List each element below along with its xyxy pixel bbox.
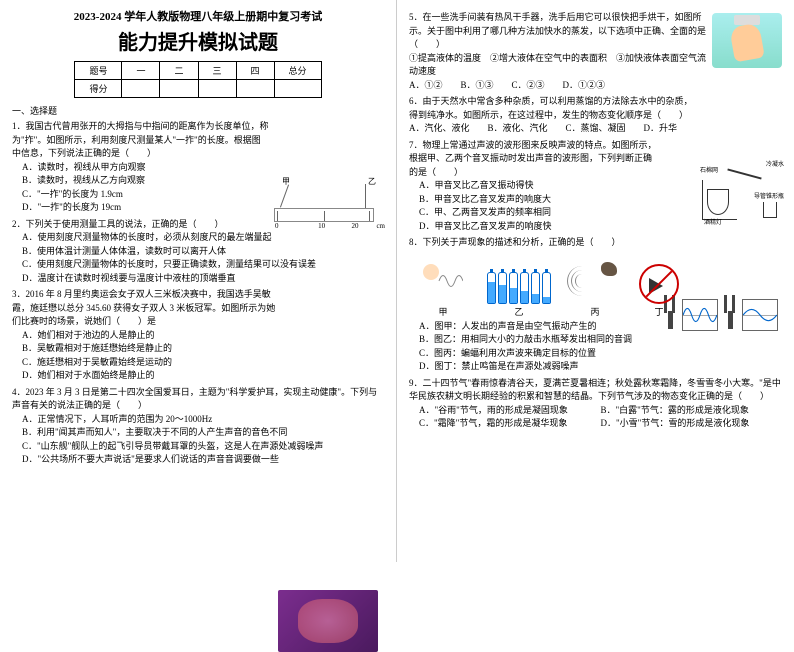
sight-line: [365, 184, 366, 208]
q5-opt-c: C．②③: [512, 79, 545, 93]
question-3: 3．2016 年 8 月里约奥运会女子双人三米板决赛中，我国选手吴敏霞，施廷懋以…: [12, 288, 384, 383]
question-6: 6．由于天然水中常含多种杂质，可以利用蒸馏的方法除去水中的杂质，得到纯净水。如图…: [409, 95, 782, 136]
q8-opt-c: C．图丙：蝙蝠利用次声波来确定目标的位置: [419, 347, 782, 361]
q6-opt-b: B．液化、汽化: [488, 122, 548, 136]
q4-opt-c: C．"山东舰"舰队上的起飞引导员带戴耳罩的头盔，这是人在声源处减弱噪声: [22, 440, 384, 454]
q3-opt-c: C．施廷懋相对于吴敏霞始终是运动的: [22, 356, 384, 370]
q7-opt-d: D．甲音叉比乙音叉发声的响度快: [419, 220, 658, 234]
q4-stem: 4．2023 年 3 月 3 日是第二十四次全国爱耳日，主题为"科学爱护耳，实现…: [12, 386, 384, 413]
score-col: 一: [122, 62, 160, 80]
label-jia: 甲: [282, 176, 290, 188]
fig-jia: 甲: [419, 260, 467, 320]
left-column: 2023-2024 学年人教版物理八年级上册期中复习考试 能力提升模拟试题 题号…: [0, 0, 397, 562]
question-1: 1．我国古代曾用张开的大拇指与中指间的距离作为长度单位，称为"拃"。如图所示，利…: [12, 120, 384, 215]
q7-opt-b: B．甲音叉比乙音叉发声的响度大: [419, 193, 658, 207]
score-table: 题号 一 二 三 四 总分 得分: [74, 61, 321, 98]
q3-opt-a: A．她们相对于池边的人是静止的: [22, 329, 384, 343]
fig-bing: 丙: [571, 260, 619, 320]
hand-dryer-figure: [712, 13, 782, 68]
q8-opt-d: D．图丁：禁止鸣笛是在声源处减弱噪声: [419, 360, 782, 374]
q5-items: ①提高液体的温度 ②增大液体在空气中的表面积 ③加快液体表面空气流动速度: [409, 52, 708, 79]
score-cell: [236, 80, 274, 98]
bat-icon: [601, 262, 617, 276]
q9-opt-d: D．"小雪"节气：雪的形成是液化现象: [601, 417, 783, 431]
q1-stem: 1．我国古代曾用张开的大拇指与中指间的距离作为长度单位，称为"拃"。如图所示，利…: [12, 120, 384, 161]
score-cell: [198, 80, 236, 98]
q8-stem: 8．下列关于声现象的描述和分析，正确的是（ ）: [409, 236, 782, 250]
q4-opt-b: B．利用"闻其声而知人"，主要取决于不同的人产生声音的音色不同: [22, 426, 384, 440]
q3-opt-b: B．吴敏霞相对于施廷懋始终是静止的: [22, 342, 384, 356]
q6-opt-d: D．升华: [644, 122, 678, 136]
label-ding: 丁: [654, 306, 663, 320]
q5-opt-d: D．①②③: [563, 79, 606, 93]
q8-opt-b: B．图乙：用相同大小的力敲击水瓶琴发出相同的音调: [419, 333, 782, 347]
fig-ding: 丁: [639, 264, 679, 320]
hand-icon: [729, 23, 765, 63]
q3-opt-d: D．她们相对于水面始终是静止的: [22, 369, 384, 383]
score-cell: [122, 80, 160, 98]
exam-title: 能力提升模拟试题: [12, 26, 384, 55]
label-jia: 甲: [438, 306, 447, 320]
q8-opt-a: A．图甲：人发出的声音是由空气振动产生的: [419, 320, 782, 334]
q5-stem: 5．在一些洗手间装有热风干手器，洗手后用它可以很快把手烘干，如图所示。关于图中利…: [409, 11, 708, 52]
q6-stem: 6．由于天然水中常含多种杂质，可以利用蒸馏的方法除去水中的杂质，得到纯净水。如图…: [409, 95, 698, 122]
question-9: 9．二十四节气"春雨惊春清谷天，夏满芒夏暑相连；秋处露秋寒霜降，冬雪雪冬小大寒。…: [409, 377, 782, 431]
score-row-label: 题号: [75, 62, 122, 80]
q2-stem: 2．下列关于使用测量工具的说法，正确的是（ ）: [12, 218, 384, 232]
score-cell: [160, 80, 198, 98]
section-1-label: 一、选择题: [12, 104, 384, 117]
q4-opt-d: D．"公共场所不要大声说话"是要求人们说话的声音音调要做一些: [22, 453, 384, 467]
dryer-icon: [734, 15, 760, 25]
q5-opt-a: A．①②: [409, 79, 443, 93]
q8-figures: 甲 乙 丙: [409, 252, 689, 320]
question-2: 2．下列关于使用测量工具的说法，正确的是（ ） A．使用刻度尺测量物体的长度时，…: [12, 218, 384, 286]
q4-opt-a: A．正常情况下，人耳听声的范围为 20～1000Hz: [22, 413, 384, 427]
question-5: 5．在一些洗手间装有热风干手器，洗手后用它可以很快把手烘干，如图所示。关于图中利…: [409, 11, 782, 92]
score-col: 四: [236, 62, 274, 80]
score-label: 得分: [75, 80, 122, 98]
score-col: 二: [160, 62, 198, 80]
fig-yi: 乙: [487, 272, 551, 320]
q9-opt-c: C．"霜降"节气，霜的形成是凝华现象: [419, 417, 601, 431]
sound-wave-icon: [437, 268, 463, 294]
q9-opt-b: B．"白露"节气：露的形成是液化现象: [601, 404, 783, 418]
right-column: 5．在一些洗手间装有热风干手器，洗手后用它可以很快把手烘干，如图所示。关于图中利…: [397, 0, 794, 562]
exam-subtitle: 2023-2024 学年人教版物理八年级上册期中复习考试: [12, 8, 384, 24]
question-7: 7．物理上常通过声波的波形图来反映声波的特点。如图所示，根据甲、乙两个音叉振动时…: [409, 139, 782, 234]
score-cell: [274, 80, 321, 98]
score-col: 三: [198, 62, 236, 80]
label-yi: 乙: [368, 176, 376, 188]
header: 2023-2024 学年人教版物理八年级上册期中复习考试 能力提升模拟试题: [12, 8, 384, 55]
q7-stem: 7．物理上常通过声波的波形图来反映声波的特点。如图所示，根据甲、乙两个音叉振动时…: [409, 139, 658, 180]
q6-opt-c: C．蒸馏、凝固: [566, 122, 626, 136]
q2-opt-a: A．使用刻度尺测量物体的长度时，必须从刻度尺的最左端量起: [22, 231, 384, 245]
q2-opt-d: D．温度计在读数时视线要与温度计中液柱的顶端垂直: [22, 272, 384, 286]
label-yi: 乙: [514, 306, 523, 320]
q7-opt-a: A．甲音叉比乙音叉振动得快: [419, 179, 658, 193]
question-8: 8．下列关于声现象的描述和分析，正确的是（ ） 甲 乙: [409, 236, 782, 374]
q2-opt-b: B．使用体温计测量人体体温，读数时可以离开人体: [22, 245, 384, 259]
label-bing: 丙: [590, 306, 599, 320]
q6-opt-a: A．汽化、液化: [409, 122, 470, 136]
no-horn-icon: [639, 264, 679, 304]
q7-opt-c: C．甲、乙两音叉发声的频率相同: [419, 206, 658, 220]
q2-opt-c: C．使用刻度尺测量物体的长度时，只要正确读数，测量结果可以没有误差: [22, 258, 384, 272]
q1-opt-a: A．读数时，视线从甲方向观察: [22, 161, 384, 175]
q9-stem: 9．二十四节气"春雨惊春清谷天，夏满芒夏暑相连；秋处露秋寒霜降，冬雪雪冬小大寒。…: [409, 377, 782, 404]
q5-opt-b: B．①③: [461, 79, 494, 93]
q3-stem: 3．2016 年 8 月里约奥运会女子双人三米板决赛中，我国选手吴敏霞，施廷懋以…: [12, 288, 384, 329]
diving-photo: [278, 590, 378, 652]
q9-opt-a: A．"谷雨"节气，雨的形成是凝固现象: [419, 404, 601, 418]
question-4: 4．2023 年 3 月 3 日是第二十四次全国爱耳日，主题为"科学爱护耳，实现…: [12, 386, 384, 467]
score-col: 总分: [274, 62, 321, 80]
